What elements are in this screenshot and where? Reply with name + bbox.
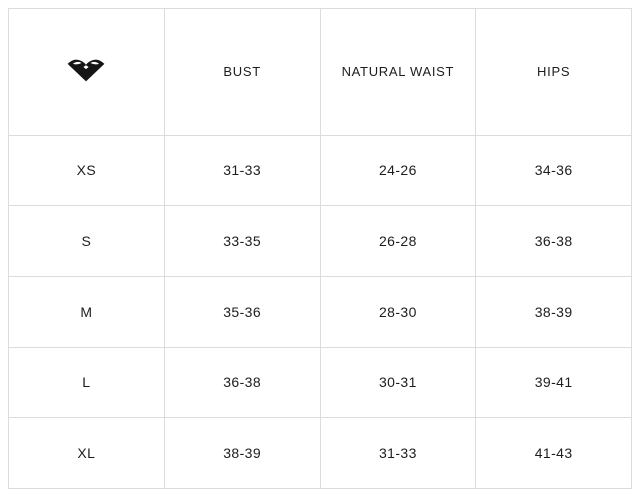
hips-cell: 34-36 (475, 134, 632, 207)
hips-cell: 39-41 (475, 346, 632, 419)
hips-cell: 36-38 (475, 205, 632, 277)
size-cell: M (8, 275, 165, 348)
hips-cell: 38-39 (475, 275, 632, 348)
size-cell: L (8, 346, 165, 419)
natural-waist-cell: 26-28 (319, 205, 477, 277)
column-header-bust: BUST (163, 8, 321, 136)
header-row: BUST NATURAL WAIST HIPS (8, 8, 632, 136)
size-cell: XL (8, 417, 165, 489)
table-row-xs: XS 31-33 24-26 34-36 (8, 134, 632, 207)
table-row-l: L 36-38 30-31 39-41 (8, 346, 632, 419)
natural-waist-cell: 24-26 (319, 134, 477, 207)
bust-cell: 38-39 (163, 417, 321, 489)
logo-cell (8, 8, 165, 136)
column-header-hips: HIPS (475, 8, 632, 136)
table-row-xl: XL 38-39 31-33 41-43 (8, 417, 632, 489)
bust-cell: 33-35 (163, 205, 321, 277)
size-chart-table: BUST NATURAL WAIST HIPS XS 31-33 24-26 3… (8, 8, 632, 489)
column-header-natural-waist: NATURAL WAIST (319, 8, 477, 136)
table-row-s: S 33-35 26-28 36-38 (8, 205, 632, 277)
size-cell: XS (8, 134, 165, 207)
size-cell: S (8, 205, 165, 277)
bust-cell: 35-36 (163, 275, 321, 348)
table-row-m: M 35-36 28-30 38-39 (8, 275, 632, 348)
hips-cell: 41-43 (475, 417, 632, 489)
natural-waist-cell: 31-33 (319, 417, 477, 489)
bust-cell: 31-33 (163, 134, 321, 207)
bust-cell: 36-38 (163, 346, 321, 419)
natural-waist-cell: 30-31 (319, 346, 477, 419)
roxy-heart-logo-icon (65, 56, 107, 84)
natural-waist-cell: 28-30 (319, 275, 477, 348)
